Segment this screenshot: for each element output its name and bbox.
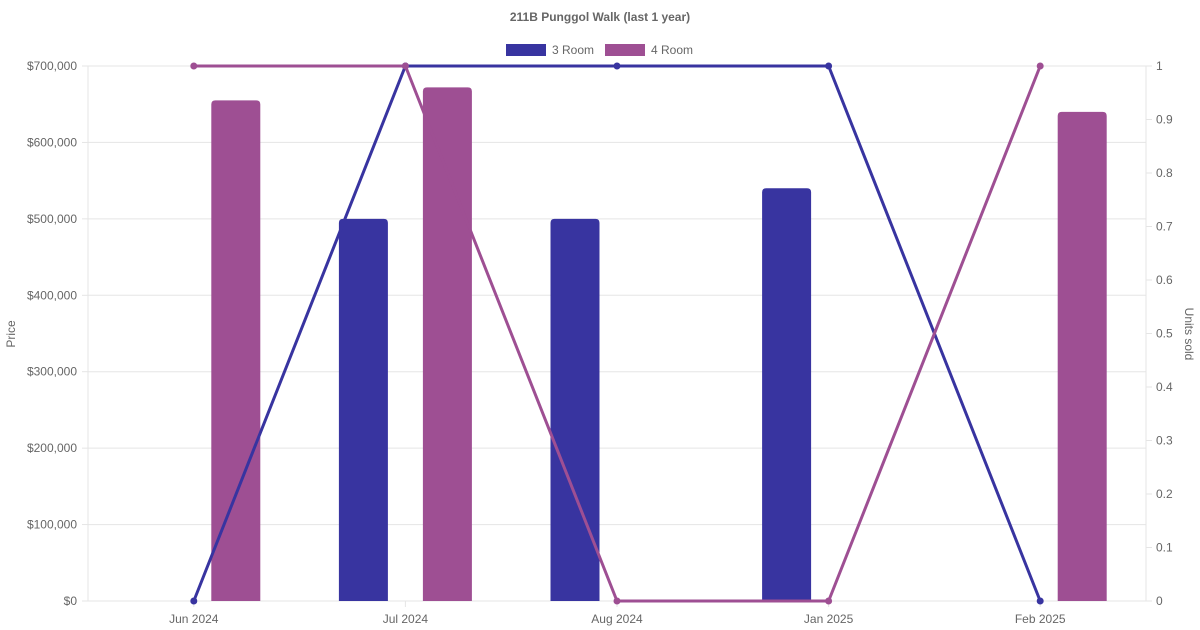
right-tick-label: 1 (1156, 59, 1163, 73)
left-axis: $0 $100,000 $200,000 $300,000 $400,000 $500,0… (27, 59, 77, 608)
units-point-3-room (190, 597, 198, 605)
bar-3-room (338, 218, 388, 601)
bar-4-room (1057, 111, 1107, 601)
right-tick-label: 0.2 (1156, 487, 1173, 501)
left-tick-label: $300,000 (27, 365, 77, 379)
legend-label: 4 Room (651, 43, 693, 57)
right-tick-label: 0.4 (1156, 380, 1173, 394)
units-point-4-room (190, 62, 198, 70)
legend-swatch-4-room (605, 44, 645, 56)
left-tick-label: $200,000 (27, 441, 77, 455)
bar-4-room (211, 100, 261, 602)
lines (190, 62, 1044, 605)
right-axis: 0 0.1 0.2 0.3 0.4 0.5 0.6 0.7 0.8 0.9 1 (1156, 59, 1173, 608)
x-tick-label: Aug 2024 (591, 612, 643, 626)
bar-4-room (422, 87, 472, 601)
units-point-4-room (825, 597, 833, 605)
right-tick-label: 0.3 (1156, 434, 1173, 448)
left-tick-label: $700,000 (27, 59, 77, 73)
units-point-4-room (401, 62, 409, 70)
bar-3-room (550, 218, 600, 601)
legend: 3 Room 4 Room (506, 43, 693, 57)
grid-lines (82, 65, 1152, 602)
bar-3-room (762, 188, 812, 602)
right-tick-label: 0.1 (1156, 541, 1173, 555)
x-tick-label: Jul 2024 (383, 612, 429, 626)
right-tick-label: 0.5 (1156, 327, 1173, 341)
x-tick-label: Jan 2025 (804, 612, 854, 626)
legend-swatch-3-room (506, 44, 546, 56)
right-tick-label: 0.9 (1156, 113, 1173, 127)
right-axis-title: Units sold (1182, 308, 1196, 361)
right-tick-label: 0.8 (1156, 166, 1173, 180)
units-point-3-room (613, 62, 621, 70)
units-line-4-room (193, 64, 1042, 603)
left-tick-label: $0 (64, 594, 78, 608)
left-tick-label: $100,000 (27, 518, 77, 532)
units-point-3-room (825, 62, 833, 70)
units-line-3-room (192, 64, 1042, 602)
left-tick-label: $400,000 (27, 288, 77, 302)
right-tick-label: 0.6 (1156, 273, 1173, 287)
left-tick-label: $500,000 (27, 212, 77, 226)
units-point-4-room (613, 597, 621, 605)
right-tick-label: 0 (1156, 594, 1163, 608)
bars (211, 87, 1107, 602)
x-tick-label: Jun 2024 (169, 612, 219, 626)
x-tick-label: Feb 2025 (1015, 612, 1066, 626)
right-tick-label: 0.7 (1156, 220, 1173, 234)
legend-label: 3 Room (552, 43, 594, 57)
x-axis: Jun 2024 Jul 2024 Aug 2024 Jan 2025 Feb 2025 (169, 601, 1066, 626)
chart-title: 211B Punggol Walk (last 1 year) (510, 10, 690, 24)
left-tick-label: $600,000 (27, 135, 77, 149)
units-point-4-room (1036, 62, 1044, 70)
units-point-3-room (1036, 597, 1044, 605)
left-axis-title: Price (4, 320, 18, 348)
